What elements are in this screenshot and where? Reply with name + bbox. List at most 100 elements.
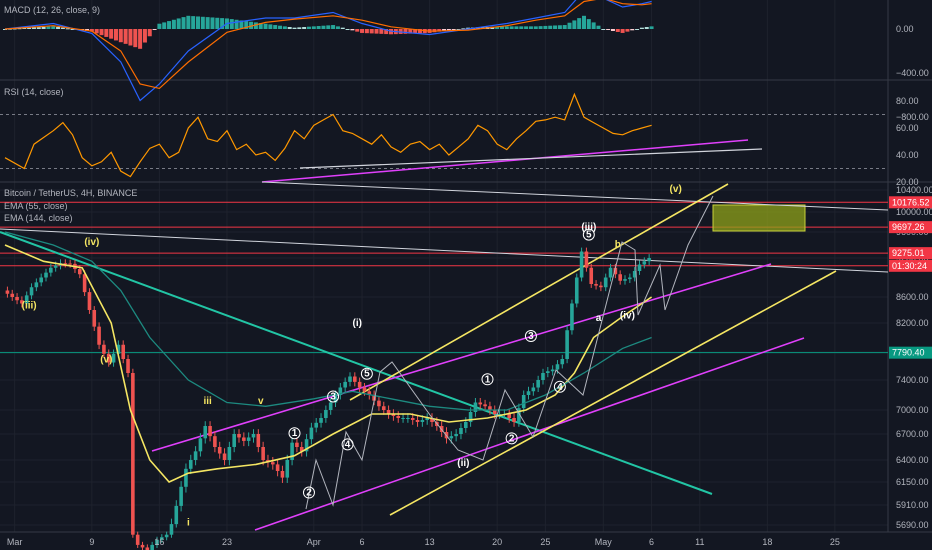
macd-histogram-bar	[350, 29, 355, 31]
resistance-line-white[interactable]	[0, 228, 889, 273]
macd-histogram-bar	[17, 28, 22, 30]
candle-body	[328, 402, 333, 410]
circled-wave-label: 3	[528, 331, 534, 342]
price-tick-label: 5910.00	[896, 500, 929, 510]
candle-body	[555, 364, 560, 370]
candle-body	[222, 453, 227, 460]
macd-histogram-bar	[147, 29, 152, 37]
candle-body	[381, 406, 386, 410]
macd-histogram-bar	[263, 23, 268, 29]
macd-histogram-bar	[12, 28, 17, 30]
teal-downtrend-line[interactable]	[0, 231, 713, 495]
magenta-channel-upper[interactable]	[151, 263, 772, 452]
time-axis[interactable]: Mar 9 16 23 Apr 6 13 20 25 May 6 11 18 25	[7, 537, 840, 547]
macd-histogram-bar	[306, 26, 311, 29]
elliott-wave-label: (i)	[352, 318, 361, 329]
macd-histogram-bar	[27, 27, 32, 29]
candle-body	[150, 544, 154, 550]
candle-body	[459, 428, 463, 434]
candle-body	[478, 402, 483, 405]
rsi-tick-label: 20.00	[896, 177, 919, 187]
resistance-line-white-upper[interactable]	[261, 181, 889, 211]
candle-body	[637, 264, 642, 271]
macd-line	[4, 0, 652, 102]
macd-histogram-bar	[113, 29, 118, 41]
candle-body	[608, 267, 613, 278]
candle-body	[87, 292, 92, 310]
candle-body	[483, 404, 487, 407]
macd-histogram-bar	[543, 25, 548, 29]
candle-body	[256, 434, 261, 447]
candle-body	[430, 418, 434, 422]
macd-panel-label: MACD (12, 26, close, 9)	[4, 5, 100, 15]
price-badge	[889, 196, 932, 209]
candle-body	[497, 414, 502, 415]
candle-body	[77, 269, 82, 275]
macd-signal-line	[4, 0, 652, 90]
candle-body	[473, 402, 478, 412]
time-tick-label: 6	[649, 537, 654, 547]
candle-body	[647, 258, 651, 262]
macd-histogram-bar	[360, 29, 365, 33]
candle-body	[63, 263, 68, 265]
candle-body	[169, 524, 174, 535]
candle-body	[102, 344, 106, 354]
yellow-channel-lower[interactable]	[389, 270, 837, 516]
macd-histogram-bar	[403, 29, 408, 34]
macd-histogram-bar	[528, 26, 533, 29]
candle-body	[324, 410, 328, 418]
macd-panel[interactable]: MACD (12, 26, close, 9) 400.000.00−400.0…	[3, 0, 929, 122]
rsi-panel-label: RSI (14, close)	[4, 87, 64, 97]
magenta-channel-lower[interactable]	[254, 337, 805, 531]
price-badge-label: 9275.01	[892, 248, 925, 258]
rsi-axis-ticks: 80.00 60.00 40.00 20.00	[896, 96, 919, 187]
candle-body	[526, 391, 531, 395]
candle-body	[391, 414, 396, 416]
macd-histogram-bar	[46, 26, 51, 29]
macd-histogram-bar	[606, 29, 611, 30]
elliott-wave-label: a	[596, 313, 602, 324]
macd-histogram-bar	[601, 29, 606, 30]
macd-histogram-bar	[31, 27, 36, 29]
price-badge	[889, 221, 932, 234]
macd-histogram-bar	[89, 29, 94, 32]
elliott-wave-label: b	[615, 240, 621, 251]
candle-body	[111, 353, 116, 363]
circled-wave-label: 5	[364, 369, 370, 380]
candle-body	[560, 359, 565, 365]
price-badge	[889, 247, 932, 260]
target-zone-box[interactable]	[712, 204, 806, 232]
macd-histogram-bar	[210, 17, 215, 29]
macd-histogram-bar	[364, 29, 369, 34]
macd-histogram-bar	[249, 21, 254, 29]
macd-histogram-bar	[142, 29, 147, 43]
macd-histogram-bar	[200, 16, 205, 29]
candle-body	[82, 274, 87, 293]
macd-histogram-bar	[577, 18, 582, 29]
rsi-support-trendline-white[interactable]	[299, 148, 763, 169]
macd-histogram-bar	[649, 26, 654, 29]
macd-histogram-bar	[104, 29, 109, 37]
candle-body	[599, 285, 603, 288]
candle-body	[160, 537, 164, 540]
macd-histogram-bar	[171, 19, 176, 29]
candle-body	[155, 539, 159, 545]
elliott-wave-label: (v)	[670, 184, 682, 195]
elliott-wave-path[interactable]	[305, 195, 714, 510]
candle-body	[44, 272, 48, 278]
price-panel[interactable]: Bitcoin / TetherUS, 4H, BINANCE EMA (55,…	[0, 181, 932, 550]
candle-body	[10, 293, 15, 297]
rsi-support-trendline-magenta[interactable]	[261, 139, 749, 183]
circled-wave-label: 4	[345, 439, 351, 450]
macd-histogram-bar	[331, 25, 336, 29]
rsi-panel[interactable]: RSI (14, close) 80.00 60.00 40.00 20.00	[0, 87, 919, 187]
candle-body	[164, 534, 169, 538]
yellow-channel-upper[interactable]	[349, 183, 729, 401]
macd-histogram-bar	[586, 19, 591, 29]
time-tick-label: 6	[360, 537, 365, 547]
candle-body	[304, 439, 309, 452]
macd-histogram-bar	[369, 29, 374, 34]
candle-body	[521, 395, 526, 409]
macd-histogram-bar	[138, 29, 143, 49]
candle-body	[203, 426, 208, 439]
